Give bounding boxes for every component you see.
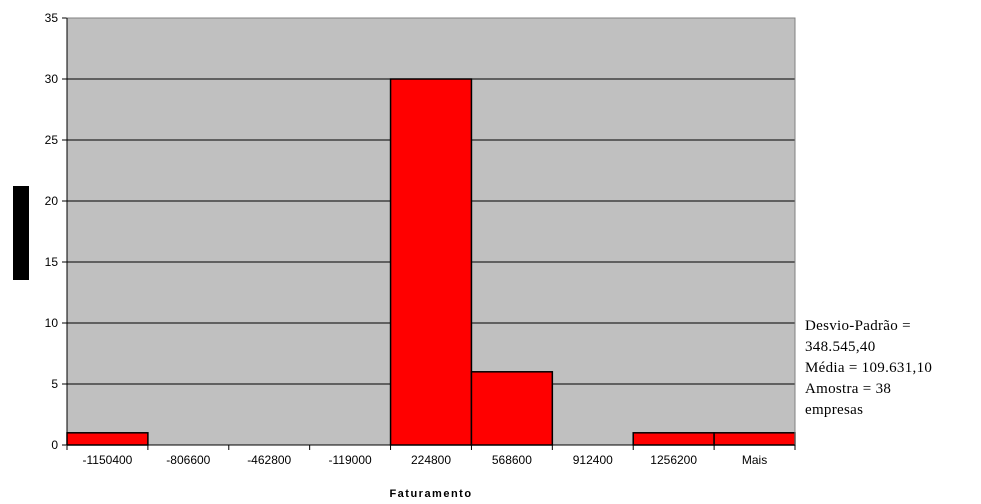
x-tick-labels: -1150400 -806600 -462800 -119000 224800 56860… — [83, 453, 768, 467]
x-tick-label: Mais — [742, 453, 767, 467]
x-tick-label: 912400 — [573, 453, 613, 467]
y-tick-label: 10 — [45, 316, 59, 330]
x-tick-label: 1256200 — [650, 453, 697, 467]
stats-line-companies: empresas — [805, 402, 864, 418]
x-tick-label: -806600 — [166, 453, 210, 467]
x-tick-label: 224800 — [411, 453, 451, 467]
stats-line-mean: Média = 109.631,10 — [805, 360, 933, 376]
stats-line-std-label: Desvio-Padrão = — [805, 318, 911, 334]
bar-8 — [713, 432, 796, 446]
y-tick-label: 15 — [45, 255, 59, 269]
x-tick-label: -119000 — [329, 453, 372, 467]
bars — [66, 78, 796, 446]
bar-4 — [389, 78, 473, 446]
y-tick-label: 20 — [45, 194, 59, 208]
y-tick-label: 30 — [45, 72, 59, 86]
y-axis-label-box — [13, 186, 29, 280]
y-tick-label: 0 — [51, 438, 58, 452]
statistics-box: Desvio-Padrão = 348.545,40 Média = 109.6… — [805, 316, 981, 424]
x-tick-label: 568600 — [492, 453, 532, 467]
y-tick-label: 35 — [45, 11, 59, 25]
bar-0 — [66, 432, 149, 446]
axes — [62, 17, 796, 450]
x-tick-label: -1150400 — [83, 453, 133, 467]
y-tick-label: 5 — [51, 377, 58, 391]
x-axis-label: Faturamento — [389, 488, 472, 500]
stats-line-std-value: 348.545,40 — [805, 339, 876, 355]
y-tick-labels: 0 5 10 15 20 25 30 35 — [45, 11, 59, 452]
x-tick-label: -462800 — [247, 453, 291, 467]
stats-line-sample: Amostra = 38 — [805, 381, 892, 397]
bar-7 — [632, 432, 715, 446]
y-tick-label: 25 — [45, 133, 59, 147]
bar-5 — [470, 371, 554, 446]
